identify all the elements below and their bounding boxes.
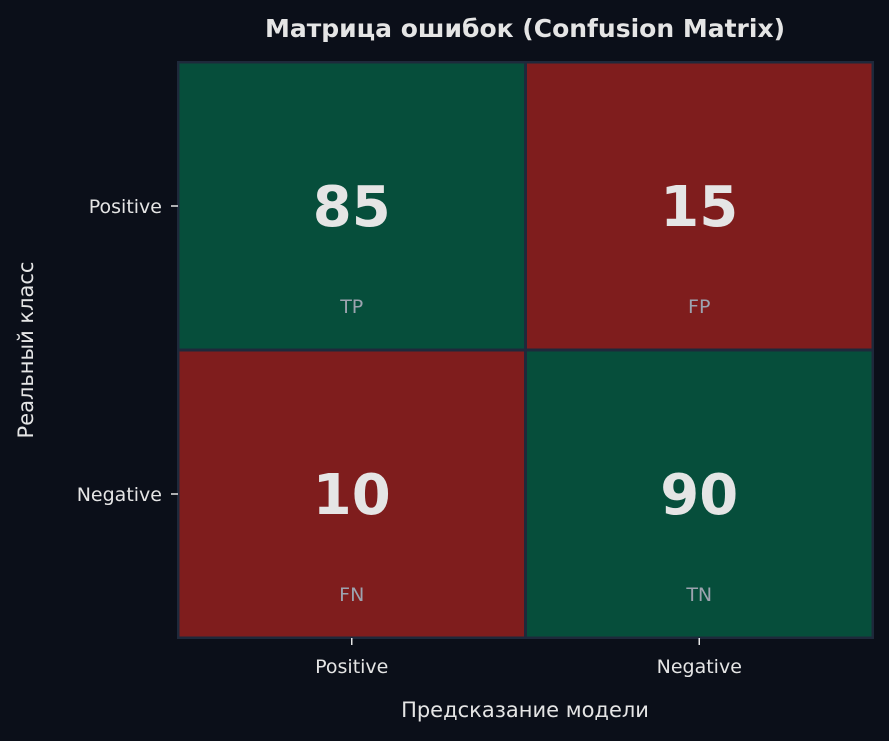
y-tick-label: Positive bbox=[89, 196, 162, 218]
cell-value: 10 bbox=[313, 463, 391, 528]
heatmap-cell bbox=[527, 63, 872, 349]
x-axis-label: Предсказание модели bbox=[401, 698, 649, 722]
x-tick-label: Negative bbox=[657, 656, 742, 678]
cell-label: TP bbox=[339, 296, 363, 318]
cell-value: 15 bbox=[660, 175, 738, 240]
heatmap-cell bbox=[179, 351, 524, 637]
cell-label: FN bbox=[339, 584, 364, 606]
heatmap-cell bbox=[527, 351, 872, 637]
y-tick-label: Negative bbox=[77, 484, 162, 506]
cell-label: TN bbox=[685, 584, 712, 606]
cell-label: FP bbox=[688, 296, 710, 318]
cell-value: 90 bbox=[660, 463, 738, 528]
y-axis-label: Реальный класс bbox=[14, 262, 38, 439]
chart-title: Матрица ошибок (Confusion Matrix) bbox=[265, 14, 785, 43]
cell-value: 85 bbox=[313, 175, 391, 240]
heatmap-cell bbox=[179, 63, 524, 349]
x-tick-label: Positive bbox=[315, 656, 388, 678]
